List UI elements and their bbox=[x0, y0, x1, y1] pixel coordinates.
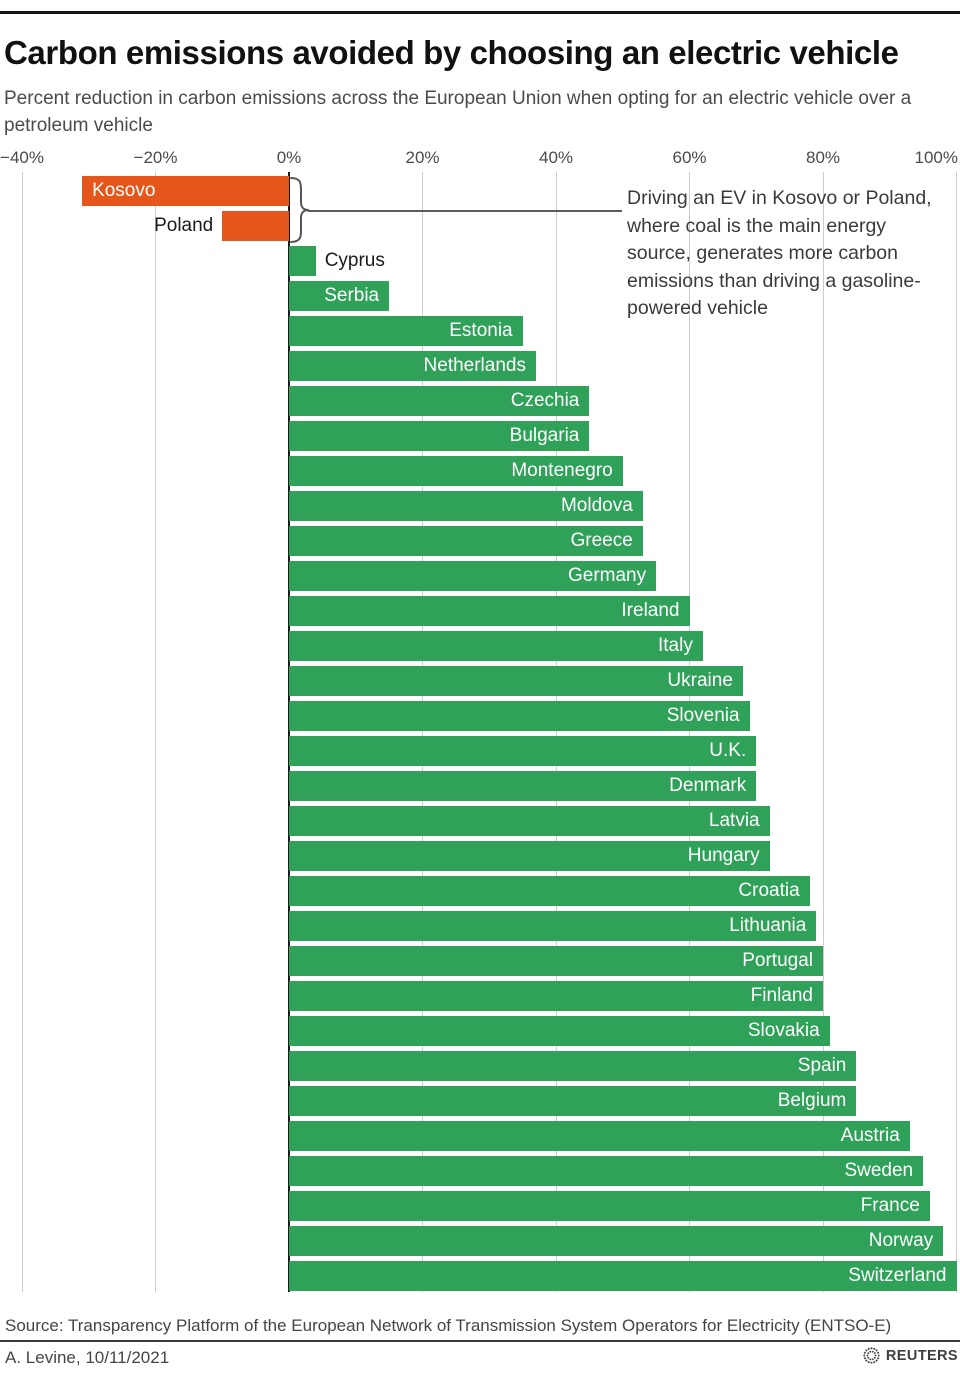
bar-france bbox=[289, 1191, 930, 1221]
bar-label: Slovakia bbox=[747, 1020, 820, 1041]
bar-label: Montenegro bbox=[511, 460, 613, 481]
bar-label: France bbox=[860, 1195, 920, 1216]
bar-lithuania bbox=[289, 911, 817, 941]
footer-divider bbox=[0, 1340, 960, 1342]
bar-label: Portugal bbox=[742, 950, 813, 971]
page-subtitle: Percent reduction in carbon emissions ac… bbox=[4, 88, 912, 136]
gridline bbox=[21, 172, 23, 1292]
top-rule bbox=[0, 11, 960, 14]
bar-u-k bbox=[289, 736, 757, 766]
bar-label: Kosovo bbox=[92, 180, 156, 201]
bar-label: Cyprus bbox=[324, 250, 385, 271]
x-axis-tick-label: 100% bbox=[914, 148, 958, 167]
bar-denmark bbox=[289, 771, 757, 801]
bar-label: Czechia bbox=[510, 390, 580, 411]
bar-label: Serbia bbox=[324, 285, 380, 306]
bar-estonia bbox=[289, 316, 523, 346]
gridline bbox=[689, 172, 690, 1292]
reuters-wordmark: REUTERS bbox=[885, 1347, 958, 1364]
bar-label: Estonia bbox=[449, 320, 513, 341]
bar-label: Lithuania bbox=[729, 915, 807, 936]
x-axis-tick-label: −40% bbox=[0, 148, 44, 167]
bar-italy bbox=[289, 631, 703, 661]
bar-kosovo bbox=[82, 176, 289, 206]
bar-ukraine bbox=[289, 666, 743, 696]
bar-netherlands bbox=[289, 351, 536, 381]
bar-label: Denmark bbox=[669, 775, 747, 796]
x-axis-tick-label: −20% bbox=[133, 148, 178, 167]
bar-label: Ireland bbox=[621, 600, 680, 621]
x-axis-tick-label: 80% bbox=[805, 148, 841, 167]
bar-label: Switzerland bbox=[848, 1265, 947, 1286]
bar-latvia bbox=[289, 806, 770, 836]
bar-label: Germany bbox=[567, 565, 647, 586]
gridline bbox=[555, 172, 557, 1292]
bar-label: Greece bbox=[570, 530, 633, 551]
bar-label: Croatia bbox=[738, 880, 800, 901]
bar-bulgaria bbox=[289, 421, 590, 451]
bar-label: Norway bbox=[868, 1230, 934, 1251]
x-axis-tick-label: 60% bbox=[672, 148, 707, 167]
bar-label: Poland bbox=[154, 215, 214, 236]
callout-line bbox=[308, 210, 622, 212]
bar-moldova bbox=[289, 491, 643, 521]
bar-label: Austria bbox=[840, 1125, 900, 1146]
source-text: Source: Transparency Platform of the Eur… bbox=[5, 1316, 892, 1335]
bar-ireland bbox=[289, 596, 690, 626]
x-axis-tick-label: 20% bbox=[405, 148, 440, 167]
bar-montenegro bbox=[289, 456, 623, 486]
bar-label: Ukraine bbox=[667, 670, 733, 691]
byline: A. Levine, 10/11/2021 bbox=[5, 1348, 170, 1367]
bar-cyprus bbox=[289, 246, 316, 276]
bar-label: Latvia bbox=[708, 810, 760, 831]
bar-hungary bbox=[289, 841, 770, 871]
bar-label: Finland bbox=[750, 985, 813, 1006]
bar-czechia bbox=[289, 386, 590, 416]
bar-germany bbox=[289, 561, 657, 591]
x-axis-tick-label: 40% bbox=[538, 148, 574, 167]
bar-slovakia bbox=[289, 1016, 830, 1046]
annotation-text: Driving an EV in Kosovo or Poland, where… bbox=[627, 187, 932, 319]
bar-label: U.K. bbox=[709, 740, 747, 761]
bar-switzerland bbox=[289, 1261, 957, 1291]
bar-label: Slovenia bbox=[666, 705, 740, 726]
bar-label: Italy bbox=[658, 635, 693, 656]
bar-label: Sweden bbox=[844, 1160, 914, 1181]
x-axis-tick-label: 0% bbox=[276, 148, 302, 167]
bar-portugal bbox=[289, 946, 823, 976]
bar-label: Moldova bbox=[560, 495, 633, 516]
plot-area: Kosovo Poland Cyprus Serbia Estonia Netherlan… bbox=[0, 172, 960, 1292]
bar-label: Bulgaria bbox=[509, 425, 580, 446]
bar-norway bbox=[289, 1226, 944, 1256]
gridline bbox=[956, 172, 957, 1292]
bar-greece bbox=[289, 526, 643, 556]
bar-finland bbox=[289, 981, 823, 1011]
bar-label: Spain bbox=[797, 1055, 847, 1076]
reuters-sunburst-icon bbox=[863, 1347, 880, 1364]
reuters-brand: REUTERS bbox=[862, 1346, 958, 1365]
bar-sweden bbox=[289, 1156, 924, 1186]
bar-spain bbox=[289, 1051, 857, 1081]
bar-slovenia bbox=[289, 701, 750, 731]
gridline bbox=[822, 172, 824, 1292]
bar-poland bbox=[222, 211, 289, 241]
bar-austria bbox=[289, 1121, 910, 1151]
gridline bbox=[155, 172, 156, 1292]
bar-label: Belgium bbox=[777, 1090, 847, 1111]
bar-belgium bbox=[289, 1086, 857, 1116]
bar-croatia bbox=[289, 876, 810, 906]
bar-serbia bbox=[289, 281, 390, 311]
gridline bbox=[422, 172, 423, 1292]
bar-label: Netherlands bbox=[423, 355, 526, 376]
page-title: Carbon emissions avoided by choosing an … bbox=[4, 34, 899, 71]
bar-label: Hungary bbox=[687, 845, 760, 866]
zero-axis-line bbox=[288, 172, 290, 1292]
